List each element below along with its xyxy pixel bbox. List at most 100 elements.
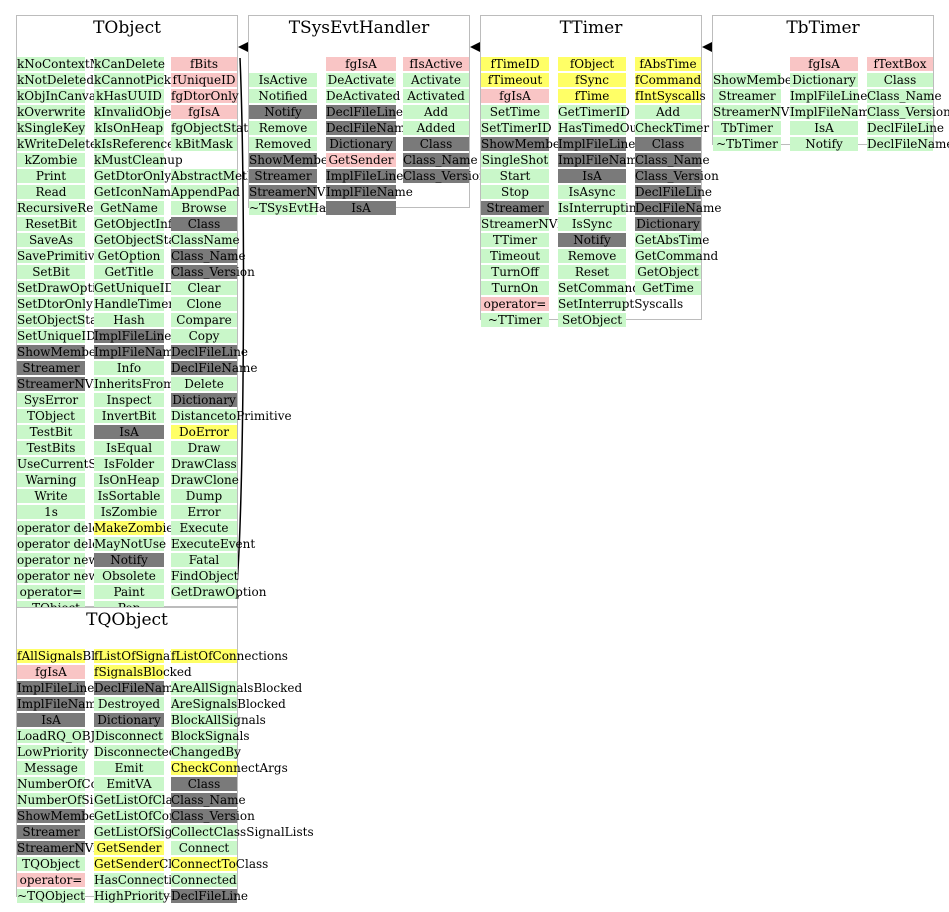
member-fcommand: fCommand xyxy=(635,73,702,87)
member-getsender: GetSender xyxy=(94,841,164,855)
member-kcannotpick: kCannotPick xyxy=(94,73,172,87)
member-isinterruptingsyscalls: IsInterruptingSyscalls xyxy=(558,201,694,215)
member-setuniqueid: SetUniqueID xyxy=(17,329,96,343)
member-checkconnectargs: CheckConnectArgs xyxy=(171,761,288,775)
member-setobjectstat: SetObjectStat xyxy=(17,313,103,327)
member-settime: SetTime xyxy=(481,105,549,119)
member-added: Added xyxy=(403,121,469,135)
member-class: Class xyxy=(403,137,469,151)
member-resetbit: ResetBit xyxy=(17,217,85,231)
member-clone: Clone xyxy=(171,297,237,311)
member-issync: IsSync xyxy=(558,217,626,231)
member-fisactive: fIsActive xyxy=(403,57,469,71)
member-isactive: IsActive xyxy=(249,73,317,87)
member-streamer: Streamer xyxy=(249,169,317,183)
member-setdrawoption: SetDrawOption xyxy=(17,281,112,295)
member-setcommand: SetCommand xyxy=(558,281,640,295)
member-hash: Hash xyxy=(94,313,164,327)
member-fgisa: fgIsA xyxy=(17,665,85,679)
member-showmembers: ShowMembers xyxy=(481,137,572,151)
member-ftextbox: fTextBox xyxy=(867,57,933,71)
member-tbtimer: ~TbTimer xyxy=(713,137,781,151)
member-kwritedelete: kWriteDelete xyxy=(17,137,98,151)
member-getobjectstat: GetObjectStat xyxy=(94,233,181,247)
member-fallsignalsblocked: fAllSignalsBlocked xyxy=(17,649,132,663)
class-title: TSysEvtHandler xyxy=(288,18,430,38)
member-dump: Dump xyxy=(171,489,237,503)
member-notify: Notify xyxy=(790,137,858,151)
member-isequal: IsEqual xyxy=(94,441,164,455)
member-saveprimitive: SavePrimitive xyxy=(17,249,102,263)
member-blocksignals: BlockSignals xyxy=(171,729,250,743)
member-showmembers: ShowMembers xyxy=(17,809,108,823)
member-implfilename: ImplFileName xyxy=(326,185,413,199)
class-box-tobject: TObject kNoContextMenu kNotDeleted kObjInCa… xyxy=(16,15,292,615)
member-ksinglekey: kSingleKey xyxy=(17,121,86,135)
member-obsolete: Obsolete xyxy=(94,569,164,583)
member-class-version: Class_Version xyxy=(171,265,255,279)
member-removed: Removed xyxy=(249,137,317,151)
member-destroyed: Destroyed xyxy=(94,697,164,711)
member-ftimeid: fTimeID xyxy=(481,57,549,71)
member-iszombie: IsZombie xyxy=(94,505,164,519)
member-aresignalsblocked: AreSignalsBlocked xyxy=(171,697,286,711)
member-distancetoprimitive: DistancetoPrimitive xyxy=(171,409,292,423)
member-remove: Remove xyxy=(249,121,317,135)
member-streamernvirtual: StreamerNVirtual xyxy=(17,841,127,855)
member-tbtimer: TbTimer xyxy=(713,121,781,135)
member-streamernvirtual: StreamerNVirtual xyxy=(249,185,359,199)
member-flistofsignals: fListOfSignals xyxy=(94,649,181,663)
member-declfilename: DeclFileName xyxy=(171,361,258,375)
member-disconnected: Disconnected xyxy=(94,745,177,759)
member-setobject: SetObject xyxy=(558,313,626,327)
member-ftimeout: fTimeout xyxy=(481,73,549,87)
member-getsenderclassname: GetSenderClassName xyxy=(94,857,228,871)
member-checktimer: CheckTimer xyxy=(635,121,710,135)
member-kinvalidobject: kInvalidObject xyxy=(94,105,183,119)
member-tqobject: ~TQObject xyxy=(17,889,85,903)
member-isonheap: IsOnHeap xyxy=(94,473,164,487)
member-read: Read xyxy=(17,185,85,199)
member-fatal: Fatal xyxy=(171,553,237,567)
member-emit: Emit xyxy=(94,761,164,775)
member-invertbit: InvertBit xyxy=(94,409,164,423)
member-tobject: TObject xyxy=(17,409,85,423)
member-numberofconnections: NumberOfConnections xyxy=(17,777,157,791)
member-fgisa: fgIsA xyxy=(326,57,396,71)
member-class-version: Class_Version xyxy=(635,169,719,183)
class-title: TTimer xyxy=(559,18,623,38)
member-inspect: Inspect xyxy=(94,393,164,407)
member-class-name: Class_Name xyxy=(171,249,246,263)
member-inheritsfrom: InheritsFrom xyxy=(94,377,175,391)
member-draw: Draw xyxy=(171,441,237,455)
class-box-tsysevthandler: TSysEvtHandler IsActive Notified Notify Remo… xyxy=(248,15,487,215)
member-isfolder: IsFolder xyxy=(94,457,164,471)
member-copy: Copy xyxy=(171,329,237,343)
member-implfileline: ImplFileLine xyxy=(326,169,404,183)
member-remove: Remove xyxy=(558,249,626,263)
member-flistofconnections: fListOfConnections xyxy=(171,649,288,663)
member-connecttoclass: ConnectToClass xyxy=(171,857,269,871)
member-loadrq-object: LoadRQ_OBJECT xyxy=(17,729,122,743)
member-execute: Execute xyxy=(171,521,237,535)
member-implfileline: ImplFileLine xyxy=(558,137,636,151)
member-implfilename: ImplFileName xyxy=(558,153,645,167)
member-getsender: GetSender xyxy=(326,153,396,167)
member-issortable: IsSortable xyxy=(94,489,164,503)
member-setinterruptsyscalls: SetInterruptSyscalls xyxy=(558,297,684,311)
member-kobjincanvas: kObjInCanvas xyxy=(17,89,103,103)
member-fobject: fObject xyxy=(558,57,626,71)
member-saveas: SaveAs xyxy=(17,233,85,247)
member-reset: Reset xyxy=(558,265,626,279)
member-class: Class xyxy=(635,137,701,151)
member-fsignalsblocked: fSignalsBlocked xyxy=(94,665,192,679)
member-settimerid: SetTimerID xyxy=(481,121,552,135)
member-declfilename: DeclFileName xyxy=(326,121,413,135)
member-fabstime: fAbsTime xyxy=(635,57,701,71)
member-implfilename: ImplFileName xyxy=(94,345,181,359)
member-singleshot: SingleShot xyxy=(481,153,549,167)
member-kcandelete: kCanDelete xyxy=(94,57,165,71)
member-write: Write xyxy=(17,489,85,503)
member-abstractmethod: AbstractMethod xyxy=(171,169,270,183)
member-isa: IsA xyxy=(790,121,858,135)
